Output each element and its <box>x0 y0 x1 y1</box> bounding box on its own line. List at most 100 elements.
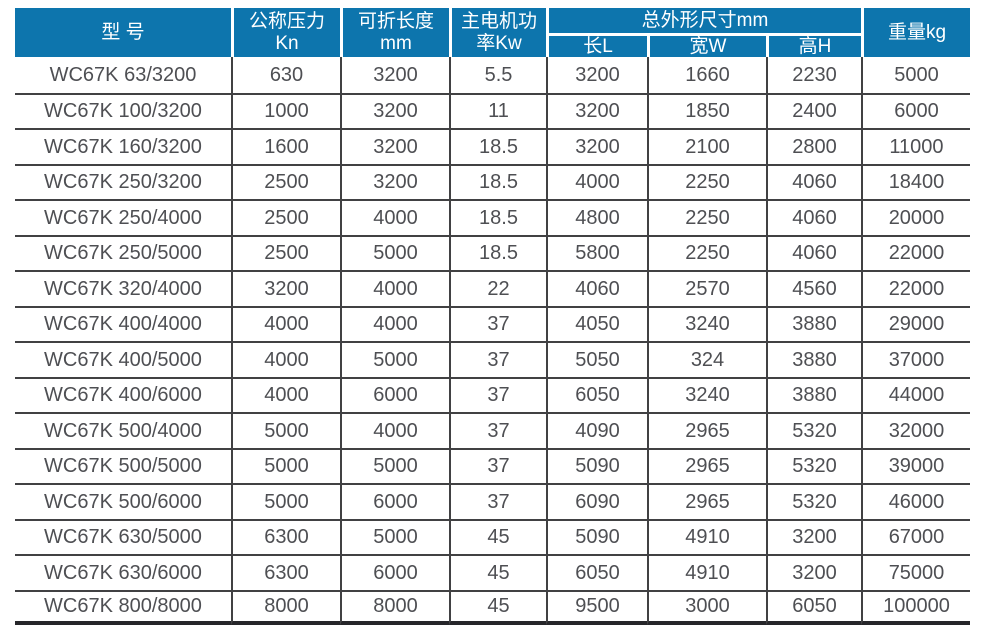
spec-value-cell: 67000 <box>861 518 970 555</box>
spec-value-cell: 5320 <box>766 412 861 448</box>
spec-value-cell: 2230 <box>766 57 861 93</box>
spec-value-cell: 5000 <box>231 483 340 519</box>
spec-value-cell: 75000 <box>861 554 970 590</box>
spec-value-cell: 3200 <box>340 92 449 129</box>
spec-value-cell: 45 <box>449 589 546 626</box>
spec-table-body: WC67K 63/3200 630 3200 5.5 3200 1660 2230 5000 W… <box>15 57 970 626</box>
table-row: WC67K 500/6000 5000 6000 37 6090 2965 5320 4600… <box>15 483 970 519</box>
spec-value-cell: 18.5 <box>449 234 546 271</box>
spec-table: 型 号 公称压力 Kn 可折长度 mm 主电机功 率Kw 总外形尺寸mm 重量k… <box>15 8 970 626</box>
table-row: WC67K 250/5000 2500 5000 18.5 5800 2250 4060 22… <box>15 234 970 271</box>
spec-value-cell: 8000 <box>231 589 340 626</box>
spec-value-cell: 37 <box>449 483 546 519</box>
spec-value-cell: 2500 <box>231 234 340 271</box>
spec-value-cell: 9500 <box>546 589 647 626</box>
table-row: WC67K 320/4000 3200 4000 22 4060 2570 4560 2200… <box>15 270 970 306</box>
spec-value-cell: 5000 <box>340 447 449 484</box>
model-cell: WC67K 500/5000 <box>15 447 231 484</box>
header-row-sub: 长L 宽W 高H <box>15 33 970 58</box>
spec-value-cell: 2400 <box>766 92 861 129</box>
spec-value-cell: 2965 <box>647 483 766 519</box>
spec-value-cell: 8000 <box>340 589 449 626</box>
spec-value-cell: 4090 <box>546 412 647 448</box>
spec-value-cell: 630 <box>231 57 340 93</box>
spec-value-cell: 2500 <box>231 199 340 235</box>
spec-value-cell: 6090 <box>546 483 647 519</box>
model-cell: WC67K 630/6000 <box>15 554 231 590</box>
model-cell: WC67K 250/3200 <box>15 163 231 200</box>
header-dim-width: 宽W <box>647 33 766 58</box>
spec-value-cell: 3200 <box>546 128 647 164</box>
spec-value-cell: 2965 <box>647 447 766 484</box>
spec-value-cell: 3880 <box>766 305 861 342</box>
spec-value-cell: 45 <box>449 518 546 555</box>
spec-value-cell: 6000 <box>340 483 449 519</box>
spec-value-cell: 37 <box>449 341 546 377</box>
spec-value-cell: 1660 <box>647 57 766 93</box>
spec-value-cell: 5090 <box>546 447 647 484</box>
table-row: WC67K 800/8000 8000 8000 45 9500 3000 6050 1000… <box>15 589 970 626</box>
spec-value-cell: 18.5 <box>449 163 546 200</box>
spec-value-cell: 6050 <box>546 376 647 413</box>
spec-value-cell: 1000 <box>231 92 340 129</box>
header-fold-length: 可折长度 mm <box>340 8 449 58</box>
spec-value-cell: 39000 <box>861 447 970 484</box>
spec-value-cell: 6050 <box>546 554 647 590</box>
header-pressure-line1: 公称压力 <box>248 11 325 33</box>
spec-value-cell: 20000 <box>861 199 970 235</box>
header-dim-height: 高H <box>766 33 861 58</box>
spec-value-cell: 6000 <box>861 92 970 129</box>
spec-value-cell: 1850 <box>647 92 766 129</box>
spec-value-cell: 2800 <box>766 128 861 164</box>
spec-value-cell: 6000 <box>340 554 449 590</box>
spec-value-cell: 4000 <box>340 199 449 235</box>
spec-value-cell: 5090 <box>546 518 647 555</box>
spec-value-cell: 3200 <box>340 128 449 164</box>
model-cell: WC67K 500/6000 <box>15 483 231 519</box>
spec-value-cell: 3200 <box>766 518 861 555</box>
spec-value-cell: 4000 <box>231 305 340 342</box>
spec-value-cell: 6300 <box>231 518 340 555</box>
table-row: WC67K 400/4000 4000 4000 37 4050 3240 3880 2900… <box>15 305 970 342</box>
spec-value-cell: 5050 <box>546 341 647 377</box>
table-row: WC67K 500/4000 5000 4000 37 4090 2965 5320 3200… <box>15 412 970 448</box>
spec-value-cell: 4060 <box>766 163 861 200</box>
spec-value-cell: 3880 <box>766 341 861 377</box>
spec-value-cell: 2500 <box>231 163 340 200</box>
table-row: WC67K 630/5000 6300 5000 45 5090 4910 3200 6700… <box>15 518 970 555</box>
spec-value-cell: 2100 <box>647 128 766 164</box>
spec-value-cell: 11 <box>449 92 546 129</box>
table-row: WC67K 100/3200 1000 3200 11 3200 1850 2400 6000 <box>15 92 970 129</box>
model-cell: WC67K 250/4000 <box>15 199 231 235</box>
table-row: WC67K 250/3200 2500 3200 18.5 4000 2250 4060 18… <box>15 163 970 200</box>
table-row: WC67K 400/5000 4000 5000 37 5050 324 3880 37000 <box>15 341 970 377</box>
spec-value-cell: 3200 <box>231 270 340 306</box>
spec-value-cell: 44000 <box>861 376 970 413</box>
spec-value-cell: 4000 <box>340 305 449 342</box>
spec-value-cell: 4910 <box>647 554 766 590</box>
spec-value-cell: 37 <box>449 305 546 342</box>
spec-value-cell: 37000 <box>861 341 970 377</box>
spec-value-cell: 3880 <box>766 376 861 413</box>
spec-value-cell: 3240 <box>647 305 766 342</box>
model-cell: WC67K 800/8000 <box>15 589 231 626</box>
table-row: WC67K 63/3200 630 3200 5.5 3200 1660 2230 5000 <box>15 57 970 93</box>
spec-value-cell: 5000 <box>340 234 449 271</box>
spec-value-cell: 2250 <box>647 199 766 235</box>
spec-value-cell: 22 <box>449 270 546 306</box>
spec-value-cell: 5000 <box>231 412 340 448</box>
spec-value-cell: 3200 <box>340 163 449 200</box>
spec-value-cell: 18400 <box>861 163 970 200</box>
model-cell: WC67K 400/6000 <box>15 376 231 413</box>
spec-value-cell: 100000 <box>861 589 970 626</box>
model-cell: WC67K 320/4000 <box>15 270 231 306</box>
spec-value-cell: 37 <box>449 447 546 484</box>
spec-value-cell: 4800 <box>546 199 647 235</box>
spec-value-cell: 37 <box>449 376 546 413</box>
spec-value-cell: 22000 <box>861 234 970 271</box>
table-row: WC67K 630/6000 6300 6000 45 6050 4910 3200 7500… <box>15 554 970 590</box>
model-cell: WC67K 250/5000 <box>15 234 231 271</box>
spec-value-cell: 2250 <box>647 163 766 200</box>
spec-value-cell: 18.5 <box>449 128 546 164</box>
spec-value-cell: 3200 <box>546 57 647 93</box>
